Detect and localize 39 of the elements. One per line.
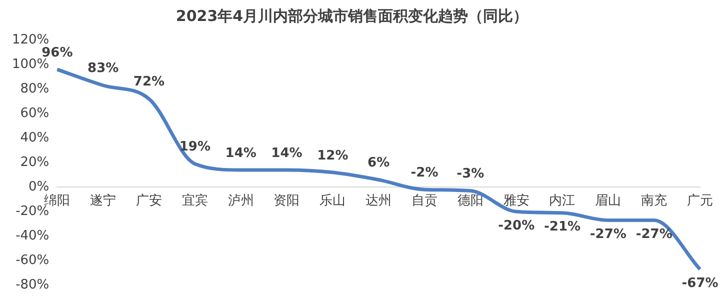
x-tick-label: 内江: [549, 193, 576, 208]
x-tick-label: 泸州: [228, 193, 254, 208]
y-tick-label: 0%: [28, 179, 50, 194]
text: 14%: [225, 146, 256, 161]
chart-title: 2023年4月川内部分城市销售面积变化趋势（同比）: [176, 6, 528, 25]
x-tick-label: 乐山: [320, 193, 346, 208]
x-tick-label: 自贡: [412, 193, 438, 208]
text: -21%: [544, 220, 581, 235]
y-tick-label: 120%: [12, 32, 50, 48]
text: -3%: [456, 166, 484, 182]
text: -27%: [636, 227, 672, 242]
x-tick-label: 德阳: [457, 193, 484, 208]
y-tick-label: -40%: [16, 228, 50, 244]
text: 12%: [317, 148, 348, 164]
y-tick-label: 100%: [12, 56, 50, 72]
text: 83%: [88, 61, 119, 76]
y-tick-label: 20%: [20, 154, 50, 170]
text: -27%: [590, 227, 626, 242]
x-tick-label: 眉山: [595, 193, 622, 208]
y-tick-label: 60%: [20, 106, 50, 121]
text: -20%: [498, 218, 535, 234]
y-tick-label: 40%: [20, 130, 50, 146]
x-tick-label: 资阳: [274, 193, 300, 208]
text: 19%: [179, 140, 210, 155]
x-tick-label: 广元: [687, 193, 713, 208]
y-tick-label: -60%: [16, 253, 50, 268]
y-tick-label: -80%: [16, 278, 50, 293]
text: -2%: [410, 165, 438, 180]
text: 6%: [368, 156, 390, 171]
text: -67%: [682, 276, 718, 292]
x-tick-label: 遂宁: [90, 192, 116, 208]
x-tick-label: 宜宾: [182, 192, 208, 208]
x-tick-label: 广安: [136, 192, 162, 208]
x-tick-label: 南充: [641, 193, 668, 208]
x-tick-label: 雅安: [503, 192, 530, 208]
text: 14%: [271, 146, 302, 161]
text: 72%: [133, 74, 165, 90]
y-tick-label: 80%: [20, 81, 50, 96]
x-tick-label: 达州: [366, 193, 392, 208]
